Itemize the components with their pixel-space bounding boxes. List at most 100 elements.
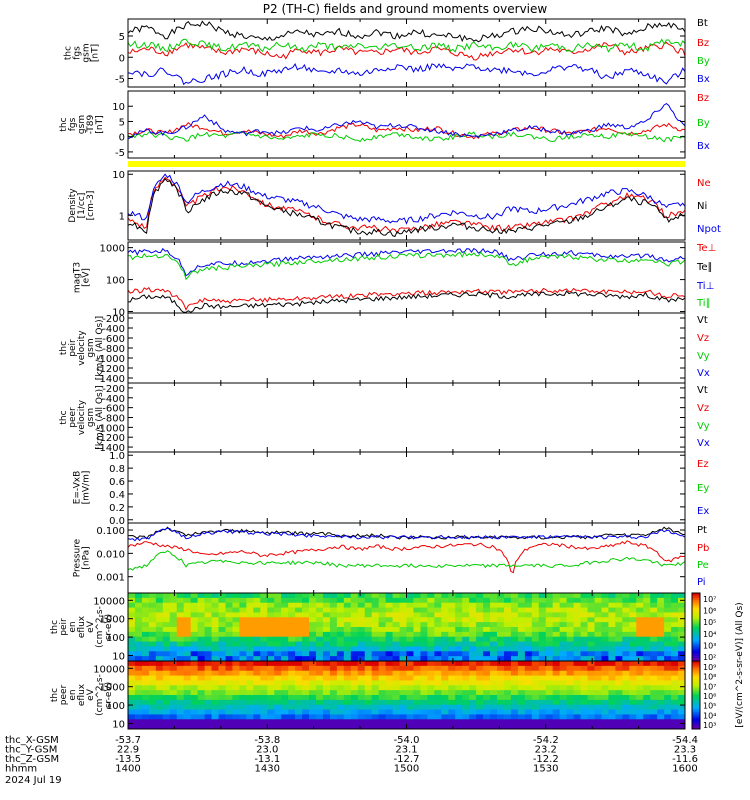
spectrogram-cell — [295, 622, 303, 628]
spectrogram-cell — [469, 602, 477, 609]
y-axis-label-line: gsm — [86, 408, 96, 427]
spectrogram-cell — [253, 719, 261, 725]
spectrogram-cell — [239, 607, 247, 613]
spectrogram-cell — [232, 690, 240, 696]
spectrogram-cell — [267, 695, 275, 701]
spectrogram-cell — [601, 602, 609, 609]
spectrogram-cell — [664, 690, 672, 696]
spectrogram-cell — [420, 685, 428, 691]
spectrogram-cell — [364, 631, 373, 638]
spectrogram-cell — [357, 597, 366, 604]
spectrogram-cell — [622, 631, 630, 638]
spectrogram-cell — [510, 665, 519, 672]
spectrogram-cell — [190, 607, 199, 613]
colorbar-cell — [692, 594, 700, 597]
spectrogram-cell — [232, 709, 240, 715]
spectrogram-cell — [469, 641, 477, 647]
panel-frame — [127, 241, 686, 314]
spectrogram-cell — [329, 685, 338, 691]
spectrogram-cell — [490, 680, 498, 686]
spectrogram-cell — [239, 714, 247, 720]
spectrogram-cell — [545, 656, 554, 662]
spectrogram-cell — [420, 651, 428, 657]
spectrogram-cell — [295, 631, 303, 638]
spectrogram-cell — [225, 617, 233, 623]
spectrogram-cell — [462, 685, 470, 691]
spectrogram-cell — [141, 651, 150, 657]
spectrogram-cell — [197, 636, 206, 643]
spectrogram-cell — [566, 646, 575, 652]
spectrogram-cell — [608, 719, 616, 725]
spectrogram-cell — [545, 636, 554, 643]
spectrogram-cell — [134, 593, 143, 599]
spectrogram-cell — [503, 607, 512, 613]
spectrogram-cell — [141, 631, 150, 638]
spectrogram-cell — [260, 631, 268, 638]
spectrogram-cell — [169, 607, 178, 613]
spectrogram-cell — [343, 622, 352, 628]
spectrogram-cell — [288, 597, 296, 604]
colorbar-tick-label: 10⁶ — [703, 692, 716, 701]
colorbar-cell — [692, 667, 700, 670]
spectrogram-cell — [155, 704, 164, 711]
spectrogram-cell — [211, 665, 220, 672]
spectrogram-cell — [253, 695, 261, 701]
spectrogram-cell — [176, 646, 185, 652]
spectrogram-cell — [469, 685, 477, 691]
spectrogram-cell — [469, 670, 477, 677]
spectrogram-cell — [267, 646, 275, 652]
spectrogram-cell — [392, 651, 401, 657]
spectrogram-cell — [483, 597, 491, 604]
legend-Ne: Ne — [697, 178, 711, 189]
spectrogram-cell — [329, 695, 338, 701]
spectrogram-cell — [671, 607, 679, 613]
spectrogram-cell — [134, 685, 143, 691]
spectrogram-cell — [608, 724, 616, 730]
spectrogram-cell — [148, 680, 157, 686]
spectrogram-cell — [378, 675, 387, 681]
spectrogram-cell — [503, 593, 512, 599]
spectrogram-cell — [309, 680, 317, 686]
spectrogram-cell — [601, 661, 609, 667]
spectrogram-cell — [281, 680, 289, 686]
spectrogram-cell — [406, 690, 414, 696]
spectrogram-cell — [141, 627, 150, 633]
spectrogram-cell — [385, 631, 394, 638]
spectrogram-cell — [503, 636, 512, 643]
spectrogram-cell — [538, 641, 547, 647]
spectrogram-cell — [455, 597, 463, 604]
spectrogram-cell — [531, 699, 540, 706]
spectrogram-cell — [441, 665, 449, 672]
y-axis-label-line: en — [68, 689, 78, 700]
y-tick-label: 0.8 — [109, 464, 125, 475]
spectrogram-cell — [490, 724, 498, 730]
spectrogram-cell — [239, 690, 247, 696]
spectrogram-cell — [288, 699, 296, 706]
spectrogram-cell — [462, 680, 470, 686]
spectrogram-cell — [392, 714, 401, 720]
spectrogram-cell — [392, 661, 401, 667]
spectrogram-cell — [469, 597, 477, 604]
spectrogram-cell — [329, 651, 338, 657]
spectrogram-cell — [587, 607, 595, 613]
spectrogram-cell — [580, 617, 589, 623]
spectrogram-cell — [225, 675, 233, 681]
spectrogram-cell — [350, 656, 359, 662]
legend-Vt: Vt — [697, 385, 708, 396]
spectrogram-cell — [197, 685, 206, 691]
spectrogram-cell — [643, 631, 651, 638]
x-axis-row-value: -54.4 — [672, 735, 698, 746]
spectrogram-cell — [246, 607, 254, 613]
spectrogram-cell — [629, 719, 637, 725]
spectrogram-cell — [322, 690, 331, 696]
spectrogram-cell — [155, 651, 164, 657]
spectrogram-cell — [545, 714, 554, 720]
spectrogram-cell — [371, 622, 380, 628]
spectrogram-cell — [476, 685, 484, 691]
spectrogram-cell — [281, 724, 289, 730]
spectrogram-cell — [434, 597, 442, 604]
spectrogram-cell — [545, 685, 554, 691]
spectrogram-cell — [232, 665, 240, 672]
spectrogram-cell — [566, 631, 575, 638]
spectrogram-cell — [420, 699, 428, 706]
